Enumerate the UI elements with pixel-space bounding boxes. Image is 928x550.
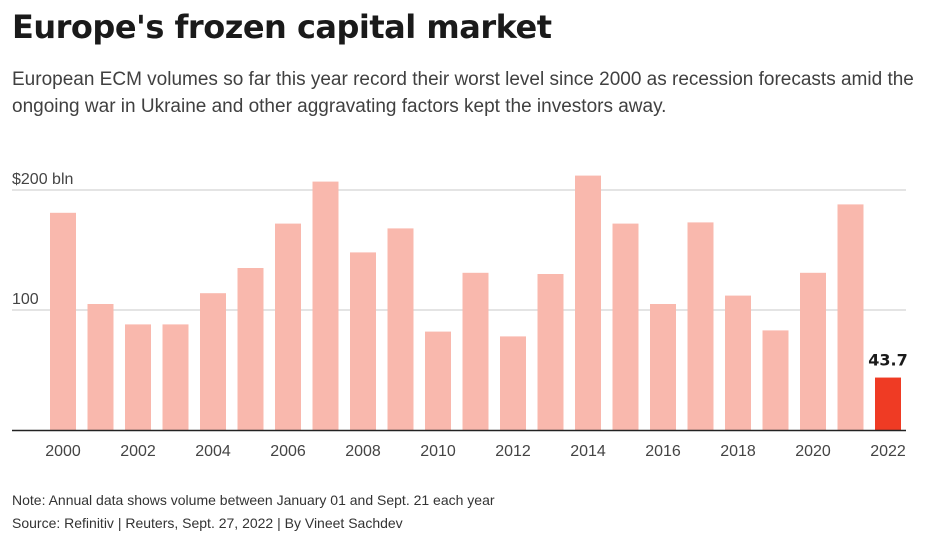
bar-2007 bbox=[312, 181, 339, 430]
bar-2013 bbox=[537, 274, 564, 430]
x-tick-label: 2016 bbox=[645, 443, 681, 460]
bar-2002 bbox=[125, 324, 151, 430]
bar-2016 bbox=[650, 304, 676, 430]
bar-2015 bbox=[612, 223, 639, 430]
y-tick-label: $200 bln bbox=[12, 171, 73, 188]
x-tick-label: 2022 bbox=[870, 443, 906, 460]
x-tick-label: 2020 bbox=[795, 443, 831, 460]
x-tick-label: 2002 bbox=[120, 443, 156, 460]
bar-chart: 100 $200 bln 2000 2002 2004 2006 2008 2010 2012… bbox=[12, 171, 908, 460]
bar-2022 bbox=[875, 377, 901, 430]
chart-subtitle: European ECM volumes so far this year re… bbox=[12, 69, 914, 117]
bar-2000 bbox=[50, 212, 76, 430]
x-axis-ticks: 2000 2002 2004 2006 2008 2010 2012 2014 2016 2018… bbox=[45, 443, 906, 460]
bars bbox=[50, 175, 901, 430]
gridlines: 100 $200 bln bbox=[12, 171, 906, 311]
bar-2004 bbox=[200, 293, 226, 430]
bar-2014 bbox=[575, 175, 601, 430]
bar-2020 bbox=[800, 272, 826, 430]
x-tick-label: 2008 bbox=[345, 443, 381, 460]
bar-2021 bbox=[837, 204, 864, 430]
x-tick-label: 2004 bbox=[195, 443, 231, 460]
data-label-2022: 43.7 bbox=[868, 351, 907, 370]
footnote: Note: Annual data shows volume between J… bbox=[12, 492, 495, 508]
bar-2003 bbox=[162, 324, 189, 430]
bar-2005 bbox=[237, 268, 264, 430]
data-labels: 43.7 bbox=[868, 351, 907, 370]
x-tick-label: 2000 bbox=[45, 443, 81, 460]
bar-2009 bbox=[387, 228, 414, 430]
source-credit: Source: Refinitiv | Reuters, Sept. 27, 2… bbox=[12, 515, 403, 531]
x-tick-label: 2010 bbox=[420, 443, 456, 460]
x-tick-label: 2018 bbox=[720, 443, 756, 460]
x-tick-label: 2006 bbox=[270, 443, 306, 460]
bar-2012 bbox=[500, 336, 526, 430]
y-tick-label: 100 bbox=[12, 291, 39, 308]
x-tick-label: 2012 bbox=[495, 443, 531, 460]
bar-2019 bbox=[762, 330, 789, 430]
bar-2011 bbox=[462, 272, 489, 430]
bar-2006 bbox=[275, 223, 301, 430]
bar-2010 bbox=[425, 331, 451, 430]
bar-2001 bbox=[87, 304, 114, 430]
bar-2008 bbox=[350, 252, 376, 430]
bar-2017 bbox=[687, 222, 714, 430]
bar-2018 bbox=[725, 295, 751, 430]
chart-title: Europe's frozen capital market bbox=[12, 8, 552, 46]
x-tick-label: 2014 bbox=[570, 443, 606, 460]
